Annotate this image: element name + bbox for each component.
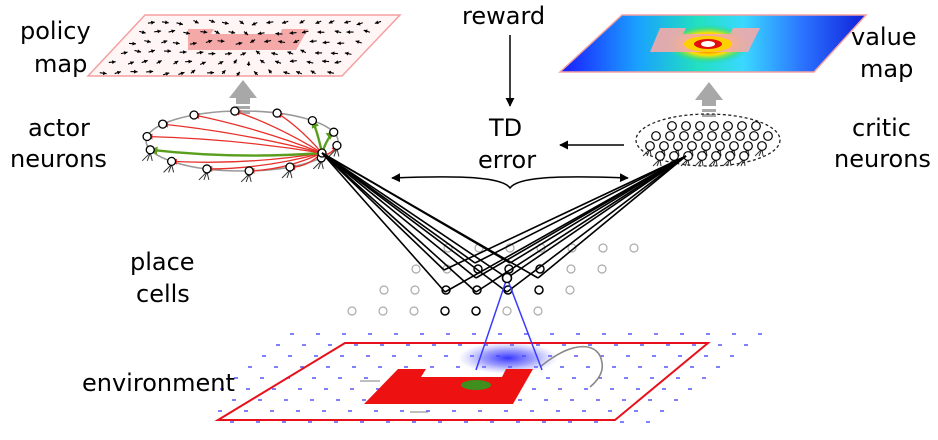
actor-neuron bbox=[244, 166, 254, 176]
value-map bbox=[558, 14, 868, 73]
value-map-label-line1: value bbox=[851, 23, 917, 51]
critic-neuron bbox=[735, 131, 745, 141]
actor-neuron bbox=[329, 127, 339, 137]
actor-neuron bbox=[142, 131, 152, 142]
critic-neuron bbox=[709, 121, 719, 131]
active-place-cell bbox=[501, 272, 513, 284]
critic-neuron bbox=[763, 131, 773, 141]
critic-neuron bbox=[645, 141, 655, 151]
critic-neuron bbox=[715, 141, 725, 151]
reward-label: reward bbox=[462, 2, 545, 30]
critic-neuron bbox=[725, 151, 735, 161]
critic-neurons-label-line2: neurons bbox=[834, 145, 931, 173]
critic-neuron bbox=[757, 141, 767, 151]
place-cells-label-line1: place bbox=[130, 248, 195, 276]
place-cell bbox=[565, 285, 575, 295]
actor-neuron bbox=[166, 156, 177, 167]
trajectory-path bbox=[539, 345, 604, 388]
actor-neurons-label-line1: actor bbox=[28, 114, 90, 142]
critic-neuron bbox=[723, 121, 733, 131]
actor-neuron bbox=[307, 115, 318, 126]
critic-neuron bbox=[665, 131, 675, 141]
actor-neurons-ring bbox=[141, 106, 342, 183]
place-cell bbox=[411, 264, 421, 274]
thick-gray-arrow-icon bbox=[695, 82, 723, 117]
critic-neuron bbox=[737, 121, 747, 131]
place-cell bbox=[533, 306, 543, 316]
policy-map bbox=[86, 14, 402, 77]
policy-arrows bbox=[99, 19, 382, 76]
place-cell bbox=[629, 243, 639, 253]
place-cell bbox=[502, 306, 512, 316]
place-cell bbox=[410, 285, 420, 295]
place-cell bbox=[598, 243, 608, 253]
critic-neuron bbox=[729, 141, 739, 151]
place-cell bbox=[378, 306, 388, 316]
critic-neuron bbox=[651, 131, 661, 141]
actor-neuron bbox=[202, 164, 212, 174]
place-cell bbox=[597, 264, 607, 274]
critic-neurons bbox=[645, 121, 773, 161]
critic-neurons-label-line1: critic bbox=[852, 114, 911, 142]
place-cell bbox=[379, 285, 389, 295]
critic-neuron bbox=[669, 151, 679, 161]
policy-map-label-line2: map bbox=[34, 50, 87, 78]
goal-icon bbox=[461, 380, 491, 390]
critic-neuron bbox=[749, 131, 759, 141]
td-error-label-line2: error bbox=[478, 146, 536, 174]
place-cell bbox=[534, 285, 544, 295]
critic-neuron bbox=[655, 151, 665, 161]
place-cell bbox=[566, 264, 576, 274]
critic-neuron bbox=[707, 131, 717, 141]
thick-gray-arrow-icon bbox=[229, 80, 257, 114]
critic-neuron bbox=[697, 151, 707, 161]
actor-neurons-label-line2: neurons bbox=[10, 145, 107, 173]
environment-walls bbox=[364, 369, 533, 404]
td-error-broadcast-arrow bbox=[391, 173, 629, 190]
critic-neuron bbox=[659, 141, 669, 151]
actor-neuron bbox=[145, 145, 155, 155]
critic-neuron bbox=[711, 151, 721, 161]
actor-neuron bbox=[272, 108, 282, 118]
critic-neuron bbox=[693, 131, 703, 141]
place-to-neuron-connections bbox=[321, 152, 687, 293]
place-cell bbox=[440, 306, 450, 316]
place-cell bbox=[409, 306, 419, 316]
td-error-label-line1: TD bbox=[488, 114, 522, 142]
critic-neuron bbox=[673, 141, 683, 151]
critic-neuron bbox=[701, 141, 711, 151]
critic-neuron bbox=[687, 141, 697, 151]
value-map-label-line2: map bbox=[860, 55, 913, 83]
policy-map-label-line1: policy bbox=[20, 17, 91, 45]
critic-neurons-cluster bbox=[635, 113, 781, 167]
place-cell bbox=[347, 306, 357, 316]
place-cell bbox=[567, 243, 577, 253]
environment-arena bbox=[214, 333, 762, 423]
actor-neuron bbox=[230, 106, 240, 116]
critic-neuron bbox=[739, 151, 749, 161]
actor-neuron bbox=[158, 119, 168, 129]
place-field-projection bbox=[475, 277, 543, 371]
place-cell bbox=[471, 306, 481, 316]
critic-neuron bbox=[667, 121, 677, 131]
critic-neuron bbox=[721, 131, 731, 141]
actor-neurons bbox=[142, 106, 342, 176]
critic-neuron bbox=[683, 151, 693, 161]
critic-neuron bbox=[743, 141, 753, 151]
actor-neuron bbox=[285, 162, 295, 172]
actor-neuron bbox=[332, 140, 342, 151]
place-cells-label-line2: cells bbox=[136, 280, 190, 308]
critic-neuron bbox=[681, 121, 691, 131]
critic-neuron bbox=[695, 121, 705, 131]
critic-neuron bbox=[751, 121, 761, 131]
critic-neuron bbox=[679, 131, 689, 141]
environment-label: environment bbox=[82, 369, 235, 397]
actor-neuron bbox=[189, 110, 199, 120]
